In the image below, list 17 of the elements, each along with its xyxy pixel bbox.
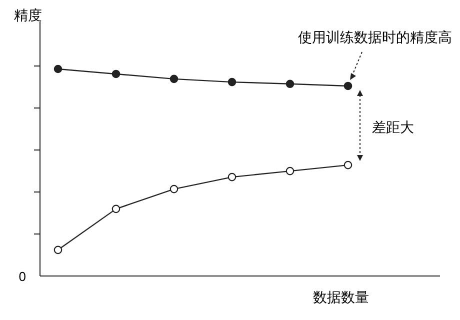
x-axis-title: 数据数量 [313,289,369,305]
annotation: 差距大 [372,119,414,135]
point [54,246,62,254]
y-axis-title: 精度 [14,7,42,23]
point [344,82,352,90]
point [54,64,62,74]
point [112,70,120,78]
point [286,166,294,176]
text: 0 [18,269,26,284]
point [228,172,236,182]
point [286,80,294,88]
point [344,160,352,170]
point [170,74,178,84]
point [228,78,236,86]
text: 使用训练数据时的精度高 [298,29,452,45]
point [170,184,178,194]
point [112,204,120,214]
